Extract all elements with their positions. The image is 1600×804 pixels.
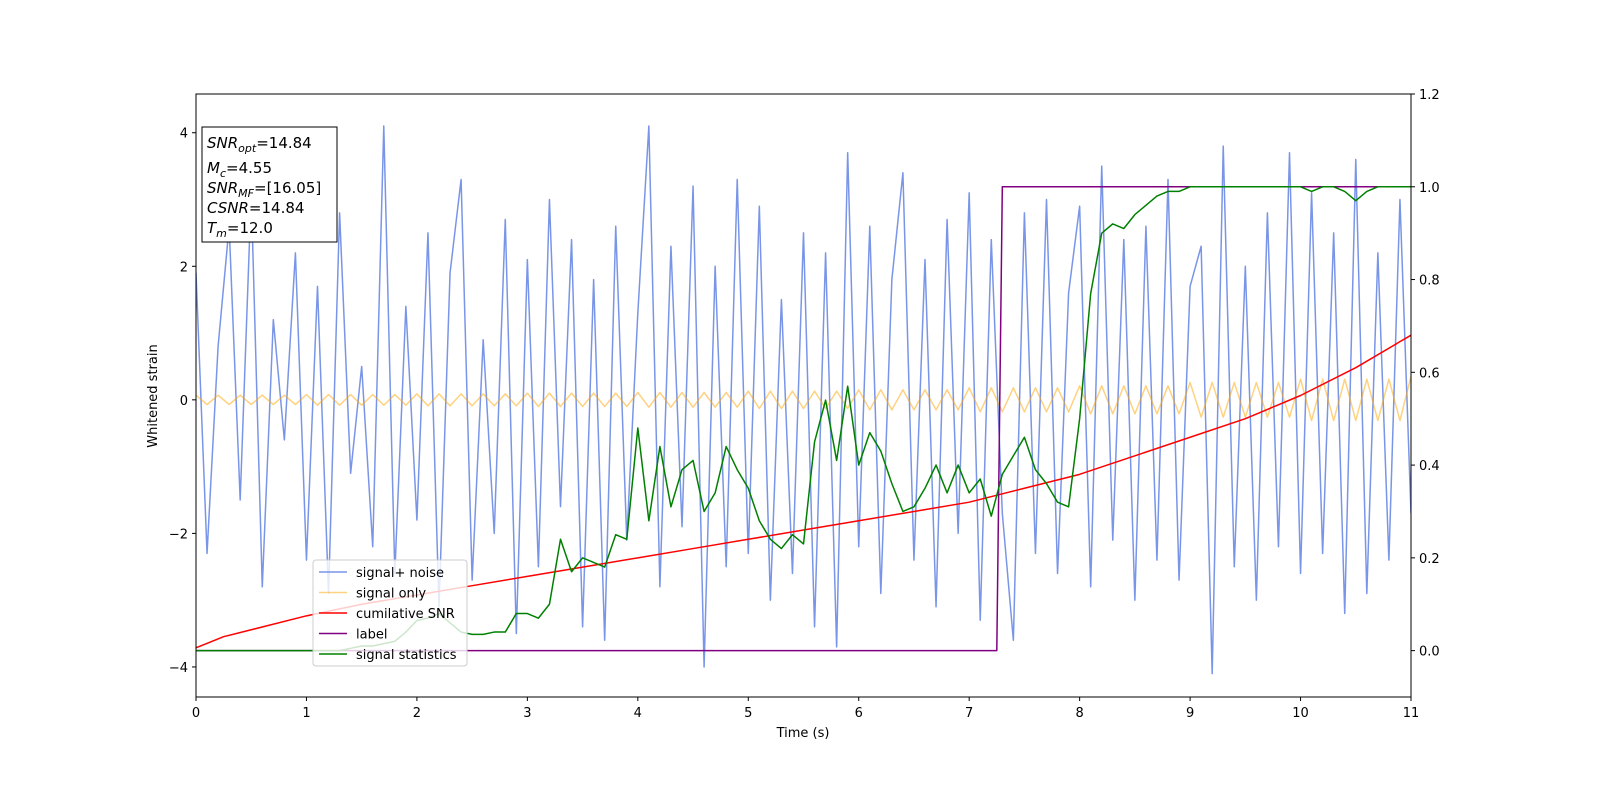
legend-frame — [312, 559, 468, 667]
plot-frame — [195, 93, 1412, 698]
y-tick-label: 4 — [180, 127, 188, 142]
annotation-text: SNRMF=[16.05] — [207, 179, 321, 200]
annotation-text: Tm=12.0 — [207, 219, 273, 240]
annotation-symbol: SNR — [207, 179, 238, 197]
annotation-value: =4.55 — [226, 159, 272, 177]
y-tick-label: −2 — [169, 527, 188, 542]
legend-label: signal statistics — [356, 648, 457, 663]
y2-tick-label: 1.0 — [1419, 181, 1440, 196]
annotation-symbol: M — [207, 159, 220, 177]
annotation-subscript: c — [220, 167, 226, 180]
x-tick-label: 4 — [634, 706, 642, 721]
y2-tick-label: 1.2 — [1419, 88, 1440, 103]
legend-label: signal only — [356, 587, 426, 602]
annotation-symbol: CSNR — [207, 199, 249, 217]
y2-tick-label: 0.8 — [1419, 274, 1440, 289]
y2-tick-label: 0.2 — [1419, 552, 1440, 567]
annotation-value: =14.84 — [256, 134, 312, 152]
legend-label: cumilative SNR — [356, 607, 455, 622]
x-tick-label: 2 — [413, 706, 421, 721]
x-tick-label: 9 — [1186, 706, 1194, 721]
x-tick-label: 11 — [1403, 706, 1420, 721]
series-line — [196, 376, 1411, 422]
annotation-value: =14.84 — [249, 199, 305, 217]
x-tick-label: 10 — [1292, 706, 1309, 721]
annotation-value: =[16.05] — [254, 179, 321, 197]
x-tick-label: 5 — [744, 706, 752, 721]
y-tick-label: −4 — [169, 661, 188, 676]
x-tick-label: 1 — [302, 706, 310, 721]
x-axis-label: Time (s) — [776, 726, 830, 741]
annotation-value: =12.0 — [227, 219, 273, 237]
x-tick-label: 6 — [855, 706, 863, 721]
x-tick-label: 7 — [965, 706, 973, 721]
annotation-symbol: SNR — [207, 134, 238, 152]
annotation-subscript: opt — [238, 142, 257, 155]
y-axis-label: Whitened strain — [146, 344, 161, 447]
annotation-subscript: MF — [238, 187, 254, 200]
series-line — [196, 125, 1411, 675]
annotation-symbol: T — [207, 219, 218, 237]
annotation-subscript: m — [216, 227, 227, 240]
y-tick-label: 0 — [180, 394, 188, 409]
x-tick-label: 0 — [192, 706, 200, 721]
x-tick-label: 8 — [1075, 706, 1083, 721]
annotation-text: Mc=4.55 — [207, 159, 272, 180]
legend-label: signal+ noise — [356, 566, 444, 581]
x-tick-label: 3 — [523, 706, 531, 721]
annotation-text: SNRopt=14.84 — [207, 134, 312, 155]
y2-tick-label: 0.0 — [1419, 645, 1440, 660]
y2-tick-label: 0.4 — [1419, 459, 1440, 474]
y2-tick-label: 0.6 — [1419, 366, 1440, 381]
annotation-text: CSNR=14.84 — [207, 199, 304, 217]
y-tick-label: 2 — [180, 260, 188, 275]
annotation-box — [201, 126, 338, 243]
legend-label: label — [356, 628, 387, 643]
